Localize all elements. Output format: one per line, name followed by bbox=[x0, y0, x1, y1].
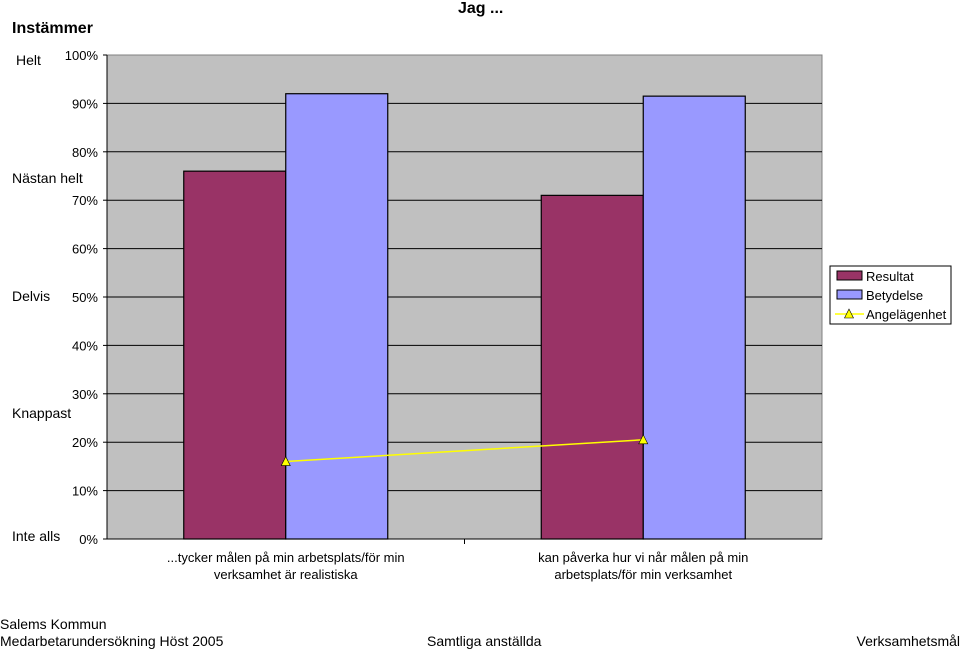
footer-survey: Medarbetarundersökning Höst 2005 bbox=[0, 633, 224, 649]
y-tick-label: 30% bbox=[72, 387, 98, 402]
y-tick-label: 70% bbox=[72, 193, 98, 208]
y-tick-label: 80% bbox=[72, 145, 98, 160]
legend-swatch-betydelse bbox=[836, 289, 863, 300]
scale-label-helt: Helt bbox=[16, 52, 41, 68]
scale-label-nastan-helt: Nästan helt bbox=[12, 170, 83, 186]
legend-label-betydelse: Betydelse bbox=[866, 288, 923, 303]
y-tick-label: 100% bbox=[65, 48, 99, 63]
category-label-1-line-2: verksamhet är realistiska bbox=[214, 567, 359, 582]
y-tick-label: 40% bbox=[72, 338, 98, 353]
marker-angelägenhet-1 bbox=[280, 455, 291, 466]
bar-betydelse-2 bbox=[642, 95, 746, 540]
scale-label-inte-alls: Inte alls bbox=[12, 528, 61, 544]
y-tick-label: 20% bbox=[72, 435, 98, 450]
y-tick-label: 90% bbox=[72, 96, 98, 111]
legend-swatch-resultat bbox=[836, 270, 863, 281]
y-tick-label: 10% bbox=[72, 484, 98, 499]
y-tick-label: 60% bbox=[72, 242, 98, 257]
chart-title: Jag ... bbox=[458, 0, 504, 17]
line-angelägenhet bbox=[285, 439, 644, 463]
legend-marker-angelägenhet bbox=[844, 308, 854, 319]
scale-label-knappast: Knappast bbox=[12, 405, 72, 421]
footer-section: Verksamhetsmål bbox=[856, 633, 960, 649]
footer-org: Salems Kommun bbox=[0, 616, 107, 632]
bar-betydelse-1 bbox=[285, 93, 389, 540]
category-label-1-line-1: ...tycker målen på min arbetsplats/för m… bbox=[167, 550, 405, 565]
legend-label-angelägenhet: Angelägenhet bbox=[866, 307, 947, 322]
scale-heading: Instämmer bbox=[12, 20, 93, 37]
y-tick-label: 50% bbox=[72, 290, 98, 305]
category-label-2-line-2: arbetsplats/för min verksamhet bbox=[554, 567, 732, 582]
legend-label-resultat: Resultat bbox=[866, 269, 914, 284]
marker-angelägenhet-2 bbox=[638, 434, 649, 445]
category-label-2-line-1: kan påverka hur vi når målen på min bbox=[538, 550, 748, 565]
scale-label-delvis: Delvis bbox=[12, 288, 51, 304]
bar-resultat-2 bbox=[540, 194, 644, 540]
bar-resultat-1 bbox=[183, 170, 287, 540]
footer-group: Samtliga anställda bbox=[427, 633, 542, 649]
y-tick-label: 0% bbox=[79, 532, 98, 547]
